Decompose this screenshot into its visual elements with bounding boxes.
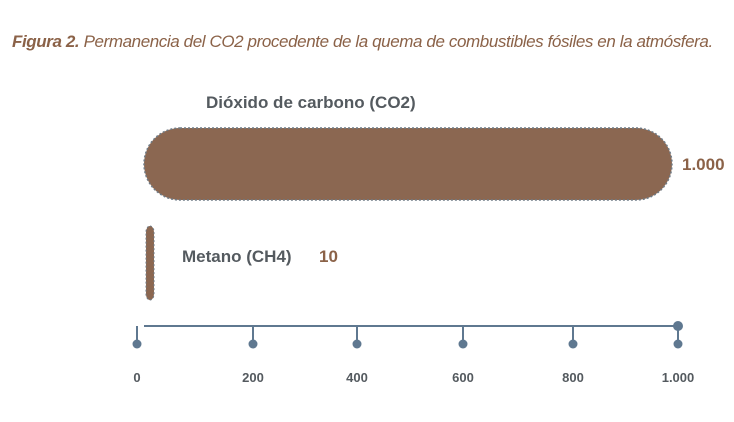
x-tick-label: 400 xyxy=(346,370,368,385)
data-label-ch4: 10 xyxy=(319,247,338,266)
caption-text: Permanencia del CO2 procedente de la que… xyxy=(83,32,714,51)
x-tick-label: 0 xyxy=(133,370,140,385)
x-tick-dot xyxy=(248,339,258,349)
category-label-ch4: Metano (CH4) xyxy=(182,247,292,266)
caption-prefix: Figura 2. xyxy=(12,32,80,51)
x-tick-label: 200 xyxy=(242,370,264,385)
x-tick-dot xyxy=(673,339,683,349)
x-tick-dot xyxy=(352,339,362,349)
x-tick-dot xyxy=(458,339,468,349)
data-label-co2: 1.000 xyxy=(682,155,725,174)
x-tick-label: 600 xyxy=(452,370,474,385)
bar-co2 xyxy=(143,127,673,201)
x-tick-dot xyxy=(568,339,578,349)
figure-caption: Figura 2. Permanencia del CO2 procedente… xyxy=(12,32,713,52)
x-tick-label: 1.000 xyxy=(662,370,695,385)
x-tick-label: 800 xyxy=(562,370,584,385)
category-label-co2: Dióxido de carbono (CO2) xyxy=(206,93,416,112)
x-tick-dot xyxy=(132,339,142,349)
bar-ch4 xyxy=(145,225,155,301)
